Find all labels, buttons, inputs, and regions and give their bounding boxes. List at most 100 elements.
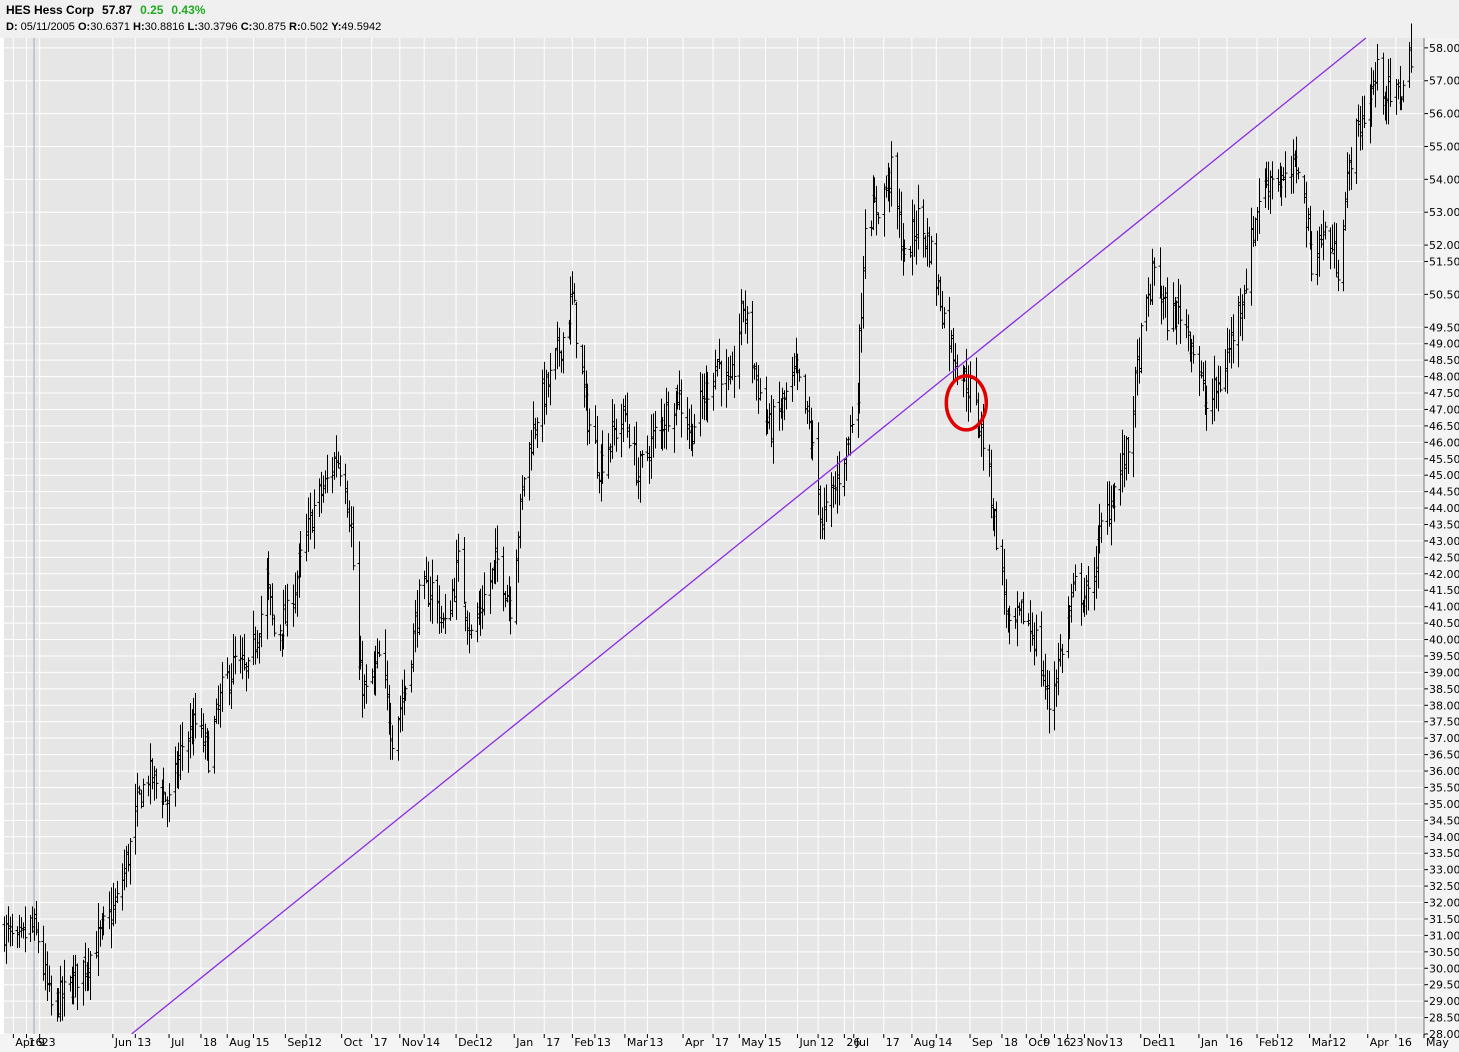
x-tick-label: 23	[42, 1036, 56, 1049]
y-tick-label: 49.00	[1429, 338, 1459, 351]
y-value: 49.5942	[341, 21, 382, 33]
high-label: H:	[133, 21, 145, 33]
y-tick-label: 52.00	[1429, 239, 1459, 252]
y-tick-label: 38.00	[1429, 699, 1459, 712]
price-change-percent: 0.43%	[171, 3, 206, 17]
x-tick-label: Dec	[1143, 1036, 1164, 1049]
y-tick-label: 44.00	[1429, 502, 1459, 515]
x-tick-label: 13	[649, 1036, 663, 1049]
y-tick-label: 43.00	[1429, 535, 1459, 548]
x-tick-label: 17	[886, 1036, 900, 1049]
y-tick-label: 32.00	[1429, 897, 1459, 910]
y-tick-label: 39.50	[1429, 650, 1459, 663]
y-tick-label: 36.00	[1429, 765, 1459, 778]
y-tick-label: 44.50	[1429, 486, 1459, 499]
y-tick-label: 34.00	[1429, 831, 1459, 844]
trendline[interactable]	[131, 37, 1367, 1035]
x-tick-label: Jul	[855, 1036, 869, 1049]
x-tick-label: 17	[715, 1036, 729, 1049]
y-tick-label: 30.00	[1429, 962, 1459, 975]
y-tick-label: 39.00	[1429, 666, 1459, 679]
y-tick-label: 49.50	[1429, 321, 1459, 334]
price-axis[interactable]: 28.00 28.50 29.00 29.50 30.00 30.50 31.00 31.50…	[1423, 38, 1459, 1041]
y-tick-label: 40.00	[1429, 634, 1459, 647]
x-tick-label: Sep	[287, 1036, 308, 1049]
x-tick-label: 13	[1109, 1036, 1123, 1049]
y-tick-label: 42.50	[1429, 551, 1459, 564]
y-tick-label: 48.00	[1429, 371, 1459, 384]
x-tick-label: Apr	[685, 1036, 705, 1049]
x-tick-label: Apr	[1370, 1036, 1390, 1049]
y-tick-label: 40.50	[1429, 617, 1459, 630]
x-tick-label: Oct	[344, 1036, 364, 1049]
x-tick-label: Apr 9	[15, 1036, 45, 1049]
x-tick-label: 18	[1004, 1036, 1018, 1049]
y-tick-label: 33.00	[1429, 864, 1459, 877]
x-tick-label: Mar	[1312, 1036, 1333, 1049]
y-tick-label: 57.00	[1429, 75, 1459, 88]
y-tick-label: 37.00	[1429, 732, 1459, 745]
x-tick-label: 9	[1043, 1036, 1050, 1049]
y-tick-label: 42.00	[1429, 568, 1459, 581]
y-tick-label: 33.50	[1429, 847, 1459, 860]
price-change: 0.25	[140, 3, 164, 17]
time-axis-background	[0, 1034, 1424, 1052]
x-tick-label: Jun	[798, 1036, 816, 1049]
y-tick-label: 28.00	[1429, 1028, 1459, 1041]
close-label: C:	[240, 21, 253, 33]
y-label: Y:	[331, 21, 342, 33]
open-value: 30.6371	[90, 21, 130, 33]
y-tick-label: 31.00	[1429, 929, 1459, 942]
range-label: R:	[289, 21, 301, 33]
x-tick-label: Feb	[574, 1036, 593, 1049]
x-tick-label: Aug	[229, 1036, 250, 1049]
x-tick-label: 12	[820, 1036, 834, 1049]
y-tick-label: 41.50	[1429, 584, 1459, 597]
y-tick-label: 53.00	[1429, 206, 1459, 219]
x-tick-label: 12	[1332, 1036, 1346, 1049]
ohlc-bars	[2, 23, 1414, 1022]
x-tick-label: 12	[479, 1036, 493, 1049]
chart-header: HES Hess Corp 57.87 0.25 0.43% D: 05/11/200…	[0, 0, 1459, 38]
x-tick-label: 13	[137, 1036, 151, 1049]
x-tick-label: 16	[29, 1036, 43, 1049]
ohlc-readout: D: 05/11/2005 O:30.6371 H:30.8816 L:30.3…	[6, 21, 381, 33]
x-tick-label: May	[1426, 1036, 1449, 1049]
y-tick-label: 30.50	[1429, 946, 1459, 959]
grid-lines	[4, 38, 1425, 1035]
x-tick-label: Jan	[515, 1036, 533, 1049]
y-tick-label: 54.00	[1429, 173, 1459, 186]
x-tick-label: Jan	[1200, 1036, 1218, 1049]
y-tick-label: 45.50	[1429, 453, 1459, 466]
y-tick-label: 38.50	[1429, 683, 1459, 696]
y-tick-label: 31.50	[1429, 913, 1459, 926]
x-tick-label: 15	[255, 1036, 269, 1049]
open-label: O:	[77, 21, 91, 33]
x-tick-label: 17	[374, 1036, 388, 1049]
highlight-circle	[944, 374, 989, 432]
x-tick-label: Aug	[914, 1036, 935, 1049]
y-tick-label: 55.00	[1429, 140, 1459, 153]
x-tick-label: 15	[768, 1036, 782, 1049]
y-tick-label: 37.50	[1429, 716, 1459, 729]
price-axis-background	[1424, 38, 1459, 1052]
x-tick-label: 16	[1056, 1036, 1070, 1049]
low-value: 30.3796	[197, 21, 238, 33]
y-tick-label: 36.50	[1429, 749, 1459, 762]
plot-area[interactable]	[4, 38, 1424, 1034]
x-tick-label: May	[741, 1036, 764, 1049]
x-tick-label: Dec	[458, 1036, 479, 1049]
x-tick-label: Nov	[402, 1036, 424, 1049]
y-tick-label: 34.50	[1429, 814, 1459, 827]
x-tick-label: 23	[1070, 1036, 1084, 1049]
y-tick-label: 46.50	[1429, 420, 1459, 433]
time-axis[interactable]: Apr 916 23 Jun 13 Jul 18 Aug 15 Sep 12 Oct 17 Nov 14 D…	[12, 1034, 1449, 1049]
y-tick-label: 48.50	[1429, 354, 1459, 367]
symbol-name: HES Hess Corp	[6, 3, 95, 17]
x-tick-label: 12	[308, 1036, 322, 1049]
close-value: 30.875	[252, 21, 286, 33]
x-tick-label: Sep	[972, 1036, 993, 1049]
y-tick-label: 41.00	[1429, 601, 1459, 614]
x-tick-label: 18	[203, 1036, 217, 1049]
